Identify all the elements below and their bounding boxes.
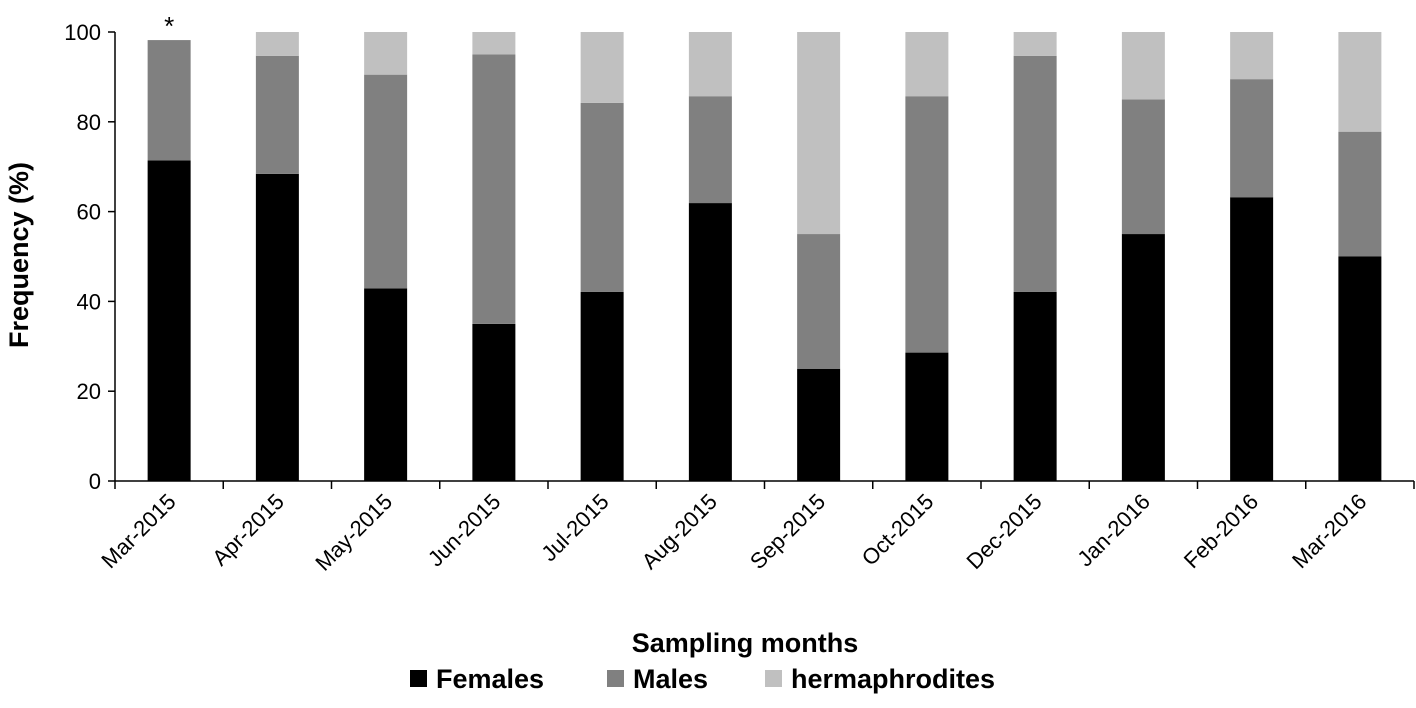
y-ticks: 0 20 40 60 80 100 bbox=[64, 20, 115, 494]
axes bbox=[114, 32, 1414, 482]
bar-males-jun-2015 bbox=[472, 54, 516, 324]
bar-males-feb-2016 bbox=[1230, 79, 1274, 198]
x-tick-label: Jan-2016 bbox=[1072, 489, 1155, 572]
bar-males-mar-2015 bbox=[147, 40, 191, 161]
x-tick-label: Mar-2015 bbox=[96, 489, 180, 573]
annotations: * bbox=[164, 11, 174, 41]
bar-females-dec-2015 bbox=[1013, 291, 1057, 481]
bar-females-mar-2016 bbox=[1338, 256, 1382, 481]
bar-hermaphrodites-jan-2016 bbox=[1121, 32, 1165, 100]
bar-males-jan-2016 bbox=[1121, 99, 1165, 235]
x-tick-label: Sep-2015 bbox=[745, 489, 830, 574]
legend-label-males: Males bbox=[633, 664, 708, 694]
bar-males-dec-2015 bbox=[1013, 55, 1057, 292]
x-axis-title: Sampling months bbox=[632, 628, 859, 658]
bar-females-jan-2016 bbox=[1121, 234, 1165, 481]
bar-males-aug-2015 bbox=[688, 96, 732, 204]
bar-males-may-2015 bbox=[364, 74, 408, 289]
x-ticks: Mar-2015 Apr-2015 May-2015 Jun-2015 Jul-2015… bbox=[96, 481, 1415, 576]
x-tick-label: Mar-2016 bbox=[1287, 489, 1371, 573]
bar-females-mar-2015 bbox=[147, 160, 191, 481]
legend-swatch-males bbox=[607, 670, 624, 687]
x-tick-label: Jul-2015 bbox=[536, 489, 613, 566]
bar-hermaphrodites-jun-2015 bbox=[472, 32, 516, 55]
bar-males-apr-2015 bbox=[255, 55, 299, 174]
bar-hermaphrodites-oct-2015 bbox=[905, 32, 949, 97]
y-axis-title: Frequency (%) bbox=[4, 162, 34, 348]
x-tick-label: Jun-2015 bbox=[423, 489, 506, 572]
bar-females-jul-2015 bbox=[580, 291, 624, 481]
bar-males-oct-2015 bbox=[905, 96, 949, 353]
legend-label-hermaphrodites: hermaphrodites bbox=[791, 664, 995, 694]
bar-females-may-2015 bbox=[364, 288, 408, 481]
bar-hermaphrodites-mar-2016 bbox=[1338, 32, 1382, 132]
bar-males-sep-2015 bbox=[797, 234, 841, 369]
y-tick-label: 100 bbox=[64, 20, 101, 45]
bar-females-sep-2015 bbox=[797, 368, 841, 481]
bar-females-apr-2015 bbox=[255, 173, 299, 481]
annotation-asterisk: * bbox=[164, 11, 174, 41]
bar-hermaphrodites-aug-2015 bbox=[688, 32, 732, 97]
legend-swatch-hermaphrodites bbox=[765, 670, 782, 687]
bar-females-jun-2015 bbox=[472, 323, 516, 481]
x-tick-label: Feb-2016 bbox=[1179, 489, 1263, 573]
bar-females-feb-2016 bbox=[1230, 197, 1274, 482]
y-tick-label: 0 bbox=[89, 469, 101, 494]
x-tick-label: Apr-2015 bbox=[207, 489, 289, 571]
y-tick-label: 80 bbox=[77, 110, 101, 135]
x-tick-label: Dec-2015 bbox=[962, 489, 1047, 574]
y-tick-label: 60 bbox=[77, 200, 101, 225]
y-tick-label: 20 bbox=[77, 379, 101, 404]
bar-hermaphrodites-may-2015 bbox=[364, 32, 408, 75]
bar-females-oct-2015 bbox=[905, 352, 949, 481]
bar-hermaphrodites-jul-2015 bbox=[580, 32, 624, 103]
y-tick-label: 40 bbox=[77, 289, 101, 314]
legend-swatch-females bbox=[410, 670, 427, 687]
bar-hermaphrodites-sep-2015 bbox=[797, 32, 841, 235]
bar-hermaphrodites-dec-2015 bbox=[1013, 32, 1057, 56]
legend: Females Males hermaphrodites bbox=[410, 664, 995, 694]
bar-males-mar-2016 bbox=[1338, 131, 1382, 257]
x-tick-label: Oct-2015 bbox=[857, 489, 939, 571]
x-tick-label: Aug-2015 bbox=[637, 489, 722, 574]
x-tick-label: May-2015 bbox=[310, 489, 397, 576]
bar-hermaphrodites-feb-2016 bbox=[1230, 32, 1274, 80]
legend-label-females: Females bbox=[436, 664, 544, 694]
bar-hermaphrodites-apr-2015 bbox=[255, 32, 299, 56]
bars bbox=[147, 32, 1382, 482]
bar-males-jul-2015 bbox=[580, 102, 624, 292]
bar-females-aug-2015 bbox=[688, 203, 732, 481]
